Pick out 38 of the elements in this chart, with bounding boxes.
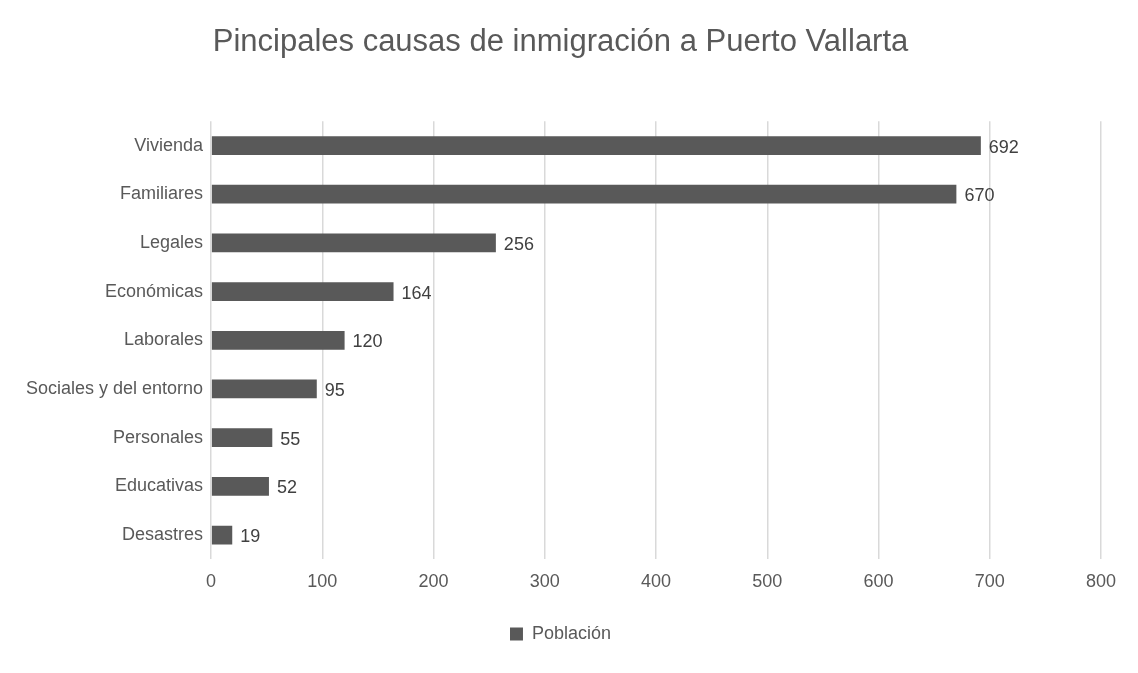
x-tick-label: 300	[529, 571, 560, 592]
data-label: 55	[280, 428, 301, 449]
bar	[211, 379, 317, 399]
y-tick-label: Vivienda	[134, 134, 205, 155]
data-label: 52	[276, 477, 297, 498]
y-tick-label: Sociales y del entorno	[26, 377, 204, 398]
data-label: 670	[964, 185, 995, 206]
y-tick-label: Laborales	[124, 329, 204, 350]
bar	[211, 233, 496, 253]
x-tick-label: 500	[752, 571, 783, 592]
bar	[211, 525, 233, 545]
data-label: 120	[352, 331, 383, 352]
x-tick-label: 400	[641, 571, 672, 592]
data-label: 95	[324, 379, 345, 400]
x-tick-label: 0	[206, 571, 217, 592]
y-tick-label: Desastres	[122, 524, 204, 545]
y-tick-label: Legales	[140, 231, 204, 252]
y-tick-label: Personales	[113, 426, 204, 447]
x-tick-label: 100	[307, 571, 338, 592]
x-tick-label: 600	[863, 571, 894, 592]
y-tick-label: Educativas	[115, 475, 204, 496]
bar	[211, 282, 394, 301]
x-tick-label: 800	[1085, 571, 1117, 592]
y-tick-label: Económicas	[105, 280, 204, 301]
bar	[211, 330, 345, 350]
data-label: 19	[240, 526, 261, 547]
data-label: 164	[401, 282, 432, 303]
x-tick-label: 200	[418, 571, 449, 592]
chart-title: Pincipales causas de inmigración a Puerto Vallarta	[212, 23, 910, 59]
x-tick-label: 700	[974, 571, 1005, 592]
y-tick-label: Familiares	[120, 183, 204, 204]
bar	[211, 476, 269, 496]
bar	[211, 428, 273, 448]
legend-label: Población	[531, 622, 612, 643]
bar	[211, 184, 957, 204]
data-label: 256	[503, 233, 534, 254]
bar	[211, 136, 981, 155]
data-label: 692	[988, 136, 1019, 157]
